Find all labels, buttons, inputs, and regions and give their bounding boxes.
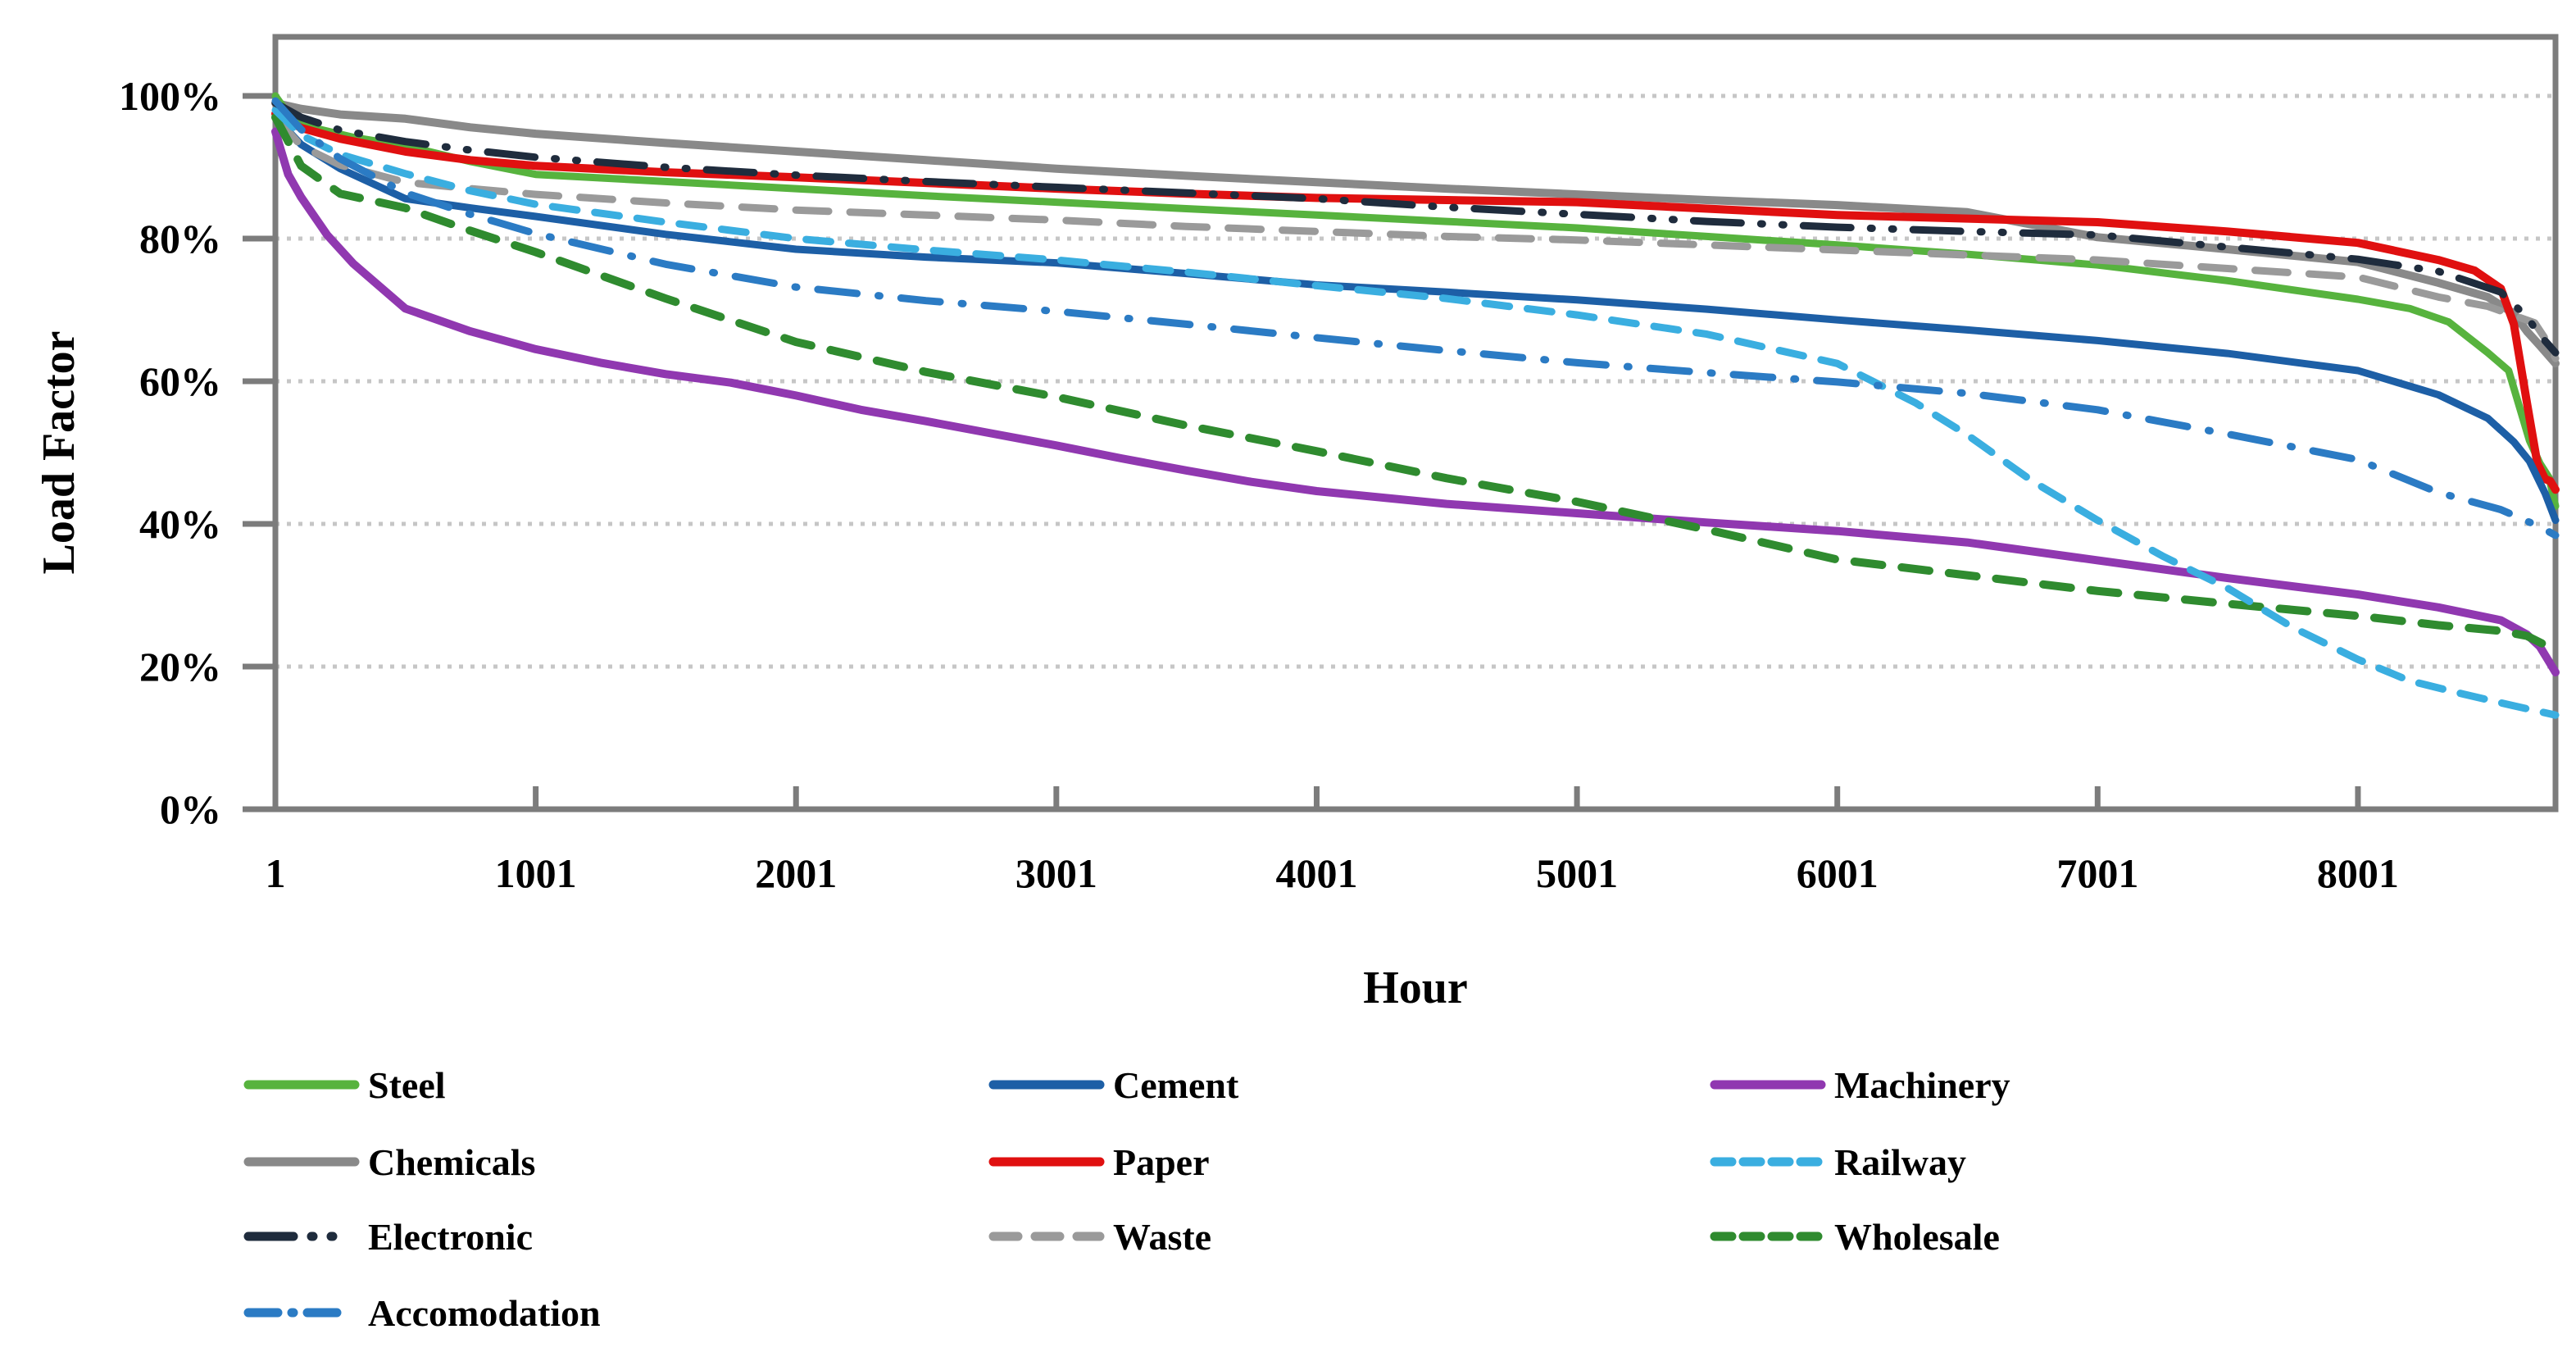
x-tick-label-2001: 2001 xyxy=(755,850,837,896)
series-line-chemicals xyxy=(271,98,2560,368)
y-tick-label-60: 60% xyxy=(139,358,221,404)
series-line-accomodation xyxy=(271,97,2560,539)
series-line-machinery xyxy=(271,127,2560,676)
x-tick-label-3001: 3001 xyxy=(1015,850,1097,896)
x-tick-label-7001: 7001 xyxy=(2056,850,2138,896)
legend-label-chemicals: Chemicals xyxy=(368,1141,535,1183)
x-tick-label-4001: 4001 xyxy=(1275,850,1357,896)
y-tick-label-100: 100% xyxy=(119,73,221,119)
legend-label-waste: Waste xyxy=(1113,1216,1211,1258)
series-line-cement xyxy=(271,113,2560,525)
x-axis-title: Hour xyxy=(1363,963,1468,1013)
legend-label-paper: Paper xyxy=(1113,1141,1210,1183)
x-tick-label-5001: 5001 xyxy=(1536,850,1618,896)
y-tick-label-80: 80% xyxy=(139,216,221,262)
series-line-railway xyxy=(271,106,2560,719)
x-tick-label-8001: 8001 xyxy=(2317,850,2399,896)
legend-label-accomodation: Accomodation xyxy=(368,1292,601,1334)
legend-label-wholesale: Wholesale xyxy=(1834,1216,2000,1258)
series-line-electronic xyxy=(271,99,2560,357)
x-tick-label-6001: 6001 xyxy=(1797,850,1879,896)
x-tick-label-1001: 1001 xyxy=(495,850,577,896)
legend-label-railway: Railway xyxy=(1834,1141,1966,1183)
x-tick-label-1: 1 xyxy=(266,850,286,896)
y-tick-label-0: 0% xyxy=(160,786,221,832)
series-line-wholesale xyxy=(271,113,2560,654)
series-line-paper xyxy=(271,109,2560,494)
plot-border xyxy=(272,34,2559,813)
y-tick-label-40: 40% xyxy=(139,501,221,547)
series-line-steel xyxy=(271,92,2560,510)
y-tick-label-20: 20% xyxy=(139,644,221,690)
y-axis-title: Load Factor xyxy=(34,330,84,575)
series-line-waste xyxy=(271,113,2560,362)
legend-label-cement: Cement xyxy=(1113,1064,1239,1106)
legend-label-electronic: Electronic xyxy=(368,1216,533,1258)
legend-label-steel: Steel xyxy=(368,1064,446,1106)
legend-label-machinery: Machinery xyxy=(1834,1064,2010,1106)
